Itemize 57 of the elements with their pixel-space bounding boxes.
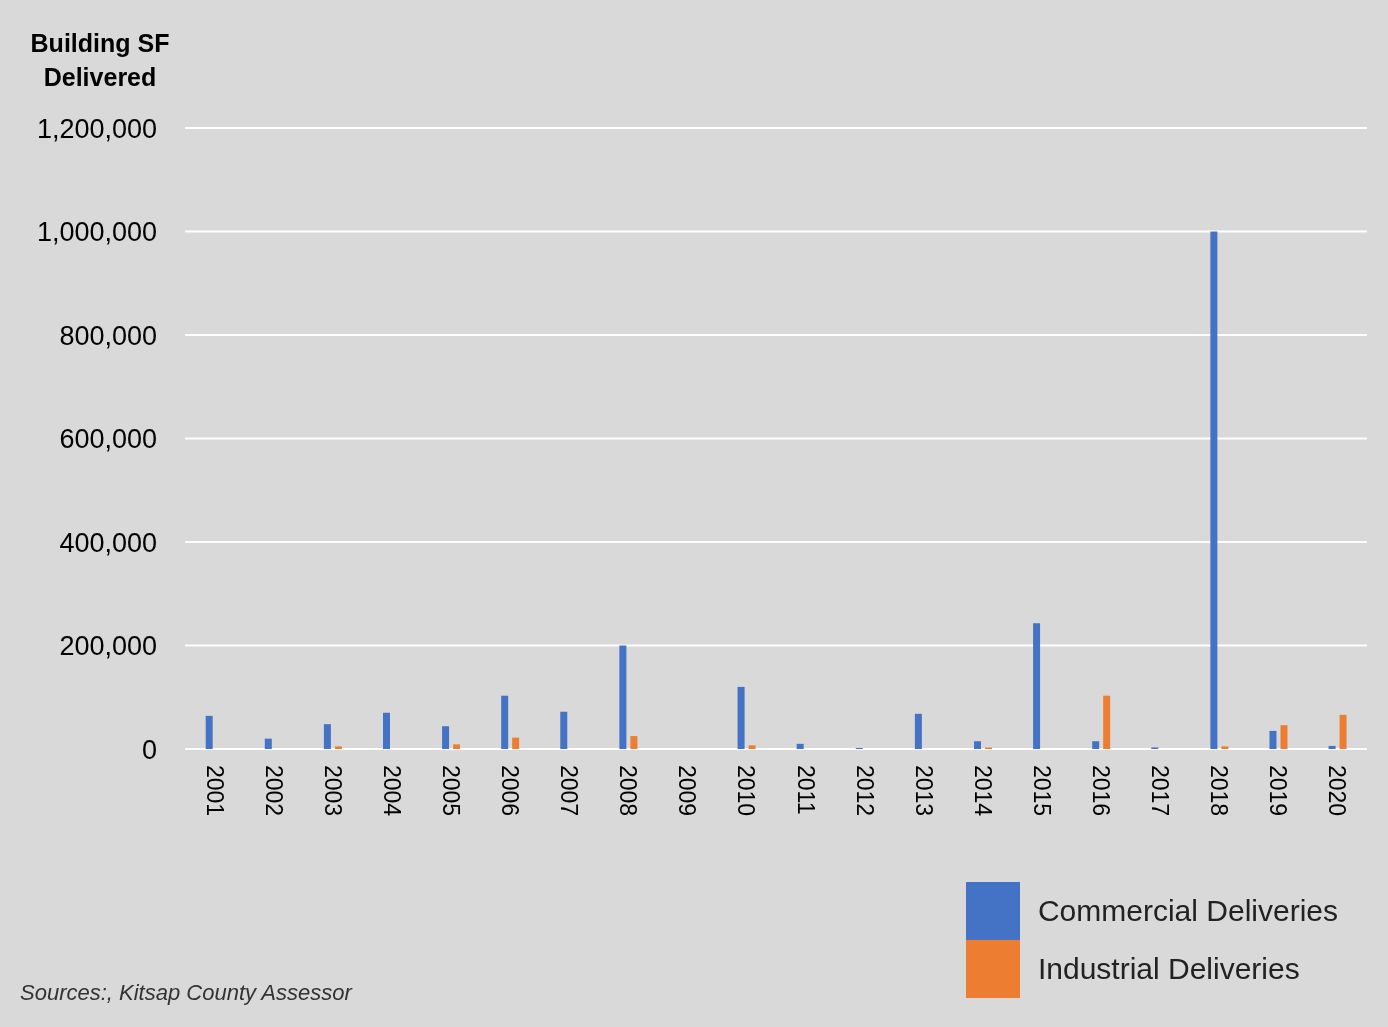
bar [512,737,520,749]
x-tick-label: 2013 [910,765,937,817]
bar [737,686,745,749]
bar [796,743,804,749]
x-tick-label: 2003 [319,765,346,817]
bar [1328,745,1336,749]
y-tick-label: 400,000 [59,527,157,558]
bar [501,695,509,749]
y-tick-label: 200,000 [59,631,157,662]
bar [323,724,331,749]
x-tick-label: 2009 [674,765,701,817]
bar [1033,623,1041,749]
x-tick-label: 2017 [1147,765,1174,817]
bar [334,746,342,749]
x-tick-label: 2014 [969,765,996,817]
bar [1103,695,1111,749]
x-tick-label: 2010 [733,765,760,817]
bar [748,745,756,749]
legend-label: Industrial Deliveries [1037,952,1300,986]
bar [560,711,568,749]
x-tick-label: 2005 [437,765,464,817]
x-tick-label: 2007 [556,765,583,817]
x-tick-label: 2019 [1265,765,1292,817]
y-tick-label: 0 [141,734,157,765]
bar [442,726,450,749]
x-tick-label: 2002 [260,765,287,817]
bar [1092,741,1100,749]
x-tick-label: 2018 [1206,765,1233,817]
x-tick-label: 2008 [615,765,642,817]
y-tick-label: 600,000 [59,424,157,455]
y-tick-label: 1,000,000 [36,217,157,248]
y-tick-label: 1,200,000 [36,113,157,144]
y-axis-title: Building SF Delivered [29,28,171,93]
x-tick-label: 2011 [792,765,819,815]
bar [973,741,981,749]
bar [619,645,627,749]
y-tick-label: 800,000 [59,320,157,351]
source-note: Sources:, Kitsap County Assessor [20,980,352,1006]
bar [630,736,638,749]
bar [1210,231,1218,749]
x-tick-label: 2020 [1324,765,1351,817]
bar [264,738,272,749]
x-tick-label: 2012 [851,765,878,817]
legend-label: Commercial Deliveries [1037,894,1338,928]
bar [382,712,390,749]
x-tick-label: 2006 [497,765,524,817]
bar [1339,714,1347,749]
bar [1221,746,1229,749]
bar [453,744,461,749]
bar [205,715,213,749]
x-tick-label: 2015 [1028,765,1055,817]
x-tick-label: 2001 [201,765,228,817]
bar [1280,725,1288,749]
bar [914,713,922,749]
bar [1269,730,1277,749]
x-tick-label: 2004 [378,765,405,817]
x-tick-label: 2016 [1088,765,1115,817]
